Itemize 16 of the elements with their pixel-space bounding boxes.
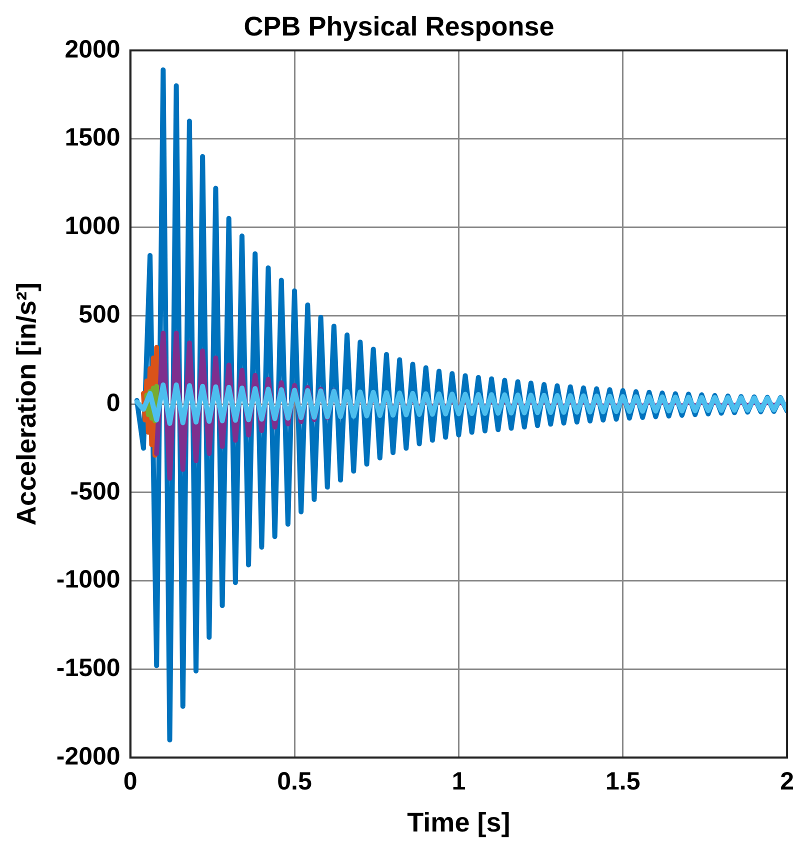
y-axis-title: Acceleration [in/s²] xyxy=(12,282,42,526)
y-tick-label: 2000 xyxy=(64,35,120,64)
x-axis-title: Time [s] xyxy=(407,807,510,838)
y-tick-label: -1500 xyxy=(56,654,120,682)
y-tick-label: 1000 xyxy=(64,212,120,240)
x-tick-label: 0.5 xyxy=(277,767,312,796)
y-tick-label: -500 xyxy=(70,477,120,506)
y-tick-label: 0 xyxy=(106,388,120,417)
y-tick-label: -2000 xyxy=(56,742,120,770)
chart-title: CPB Physical Response xyxy=(244,12,554,42)
y-tick-label: -1000 xyxy=(56,566,120,594)
x-tick-label: 1 xyxy=(452,767,466,796)
y-tick-label: 500 xyxy=(78,300,120,328)
x-tick-label: 1.5 xyxy=(605,767,640,796)
y-tick-label: 1500 xyxy=(64,124,120,152)
x-tick-label: 2 xyxy=(780,767,794,796)
